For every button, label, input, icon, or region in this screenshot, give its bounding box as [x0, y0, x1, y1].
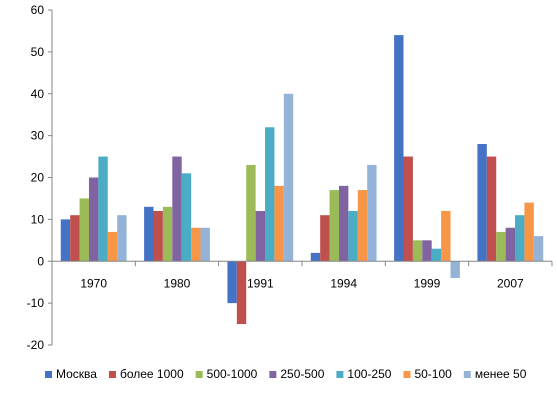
- bar-1980-500-1000: [162, 206, 173, 262]
- legend-swatch: [195, 371, 203, 378]
- x-axis-ticks: 1970 1980 1991 1994 1999 2007: [80, 276, 524, 290]
- x-tick-label: 1991: [247, 276, 274, 290]
- bar-2007-Москва: [477, 144, 487, 262]
- legend-item: более 1000: [108, 367, 184, 381]
- legend-item: Москва: [45, 367, 97, 381]
- x-tick-label: 1999: [414, 276, 441, 290]
- bar-1980-Москва: [144, 206, 154, 262]
- bar-1994-50-100: [357, 190, 368, 262]
- legend-label: менее 50: [475, 367, 527, 381]
- bar-2007-250-500: [505, 227, 516, 262]
- legend-swatch: [269, 371, 277, 378]
- axes: [51, 10, 553, 345]
- bar-1980-более-1000: [153, 211, 163, 262]
- bar-1991-250-500: [255, 211, 266, 262]
- y-tick-label: 10: [31, 212, 45, 226]
- bar-1994-менее-50: [367, 164, 377, 262]
- bar-1980-50-100: [191, 227, 201, 262]
- bar-1980-250-500: [172, 156, 182, 262]
- y-tick-label: 0: [37, 254, 44, 268]
- y-tick-label: 50: [31, 45, 45, 59]
- legend-label: 250-500: [280, 367, 324, 381]
- y-tick-label: 20: [31, 171, 45, 185]
- bar-1999-Москва: [394, 35, 404, 262]
- legend-swatch: [45, 371, 52, 378]
- legend-item: менее 50: [463, 367, 527, 381]
- bar-1980-менее-50: [200, 227, 210, 262]
- legend-item: 100-250: [336, 367, 392, 381]
- legend-label: Москва: [56, 367, 97, 381]
- bar-1991-50-100: [274, 185, 284, 262]
- bar-1970-50-100: [107, 231, 118, 262]
- bar-1999-менее-50: [450, 261, 460, 278]
- x-tick-label: 2007: [497, 276, 524, 290]
- legend: Москва более 1000 500-1000 250-500 100-250 50…: [45, 367, 527, 381]
- legend-label: более 1000: [120, 367, 184, 381]
- legend-swatch: [336, 371, 344, 378]
- bar-2007-100-250: [515, 215, 525, 262]
- y-tick-label: -20: [27, 338, 45, 352]
- legend-label: 100-250: [347, 367, 391, 381]
- bar-1970-250-500: [88, 177, 99, 262]
- y-tick-label: 30: [31, 129, 45, 143]
- x-tick-label: 1994: [330, 276, 357, 290]
- bar-1999-100-250: [431, 248, 442, 262]
- bar-1970-Москва: [60, 219, 71, 262]
- bar-2007-менее-50: [533, 236, 544, 262]
- x-tick-label: 1980: [164, 276, 191, 290]
- bar-1991-менее-50: [283, 93, 294, 262]
- legend-label: 500-1000: [207, 367, 258, 381]
- bar-2007-50-100: [524, 202, 534, 262]
- bar-2007-500-1000: [496, 231, 506, 262]
- legend-swatch: [463, 371, 471, 378]
- bar-2007-более-1000: [486, 156, 497, 262]
- bar-1980-100-250: [181, 173, 192, 262]
- bar-1991-500-1000: [246, 164, 256, 262]
- bar-1999-250-500: [422, 240, 432, 262]
- bar-1994-более-1000: [320, 215, 330, 262]
- bar-1970-500-1000: [79, 198, 89, 262]
- x-tick-label: 1970: [80, 276, 107, 290]
- y-tick-label: -10: [27, 296, 45, 310]
- legend-item: 50-100: [403, 367, 452, 381]
- bar-1999-более-1000: [403, 156, 413, 262]
- bar-1994-500-1000: [329, 190, 339, 262]
- legend-label: 50-100: [414, 367, 452, 381]
- bar-1991-Москва: [227, 261, 237, 304]
- bar-1991-более-1000: [236, 261, 247, 325]
- y-tick-label: 40: [31, 87, 45, 101]
- bar-1994-Москва: [310, 252, 321, 262]
- bar-1999-50-100: [441, 211, 451, 262]
- bar-1970-менее-50: [117, 215, 127, 262]
- legend-swatch: [108, 371, 116, 378]
- y-tick-label: 60: [31, 3, 45, 17]
- legend-item: 250-500: [269, 367, 325, 381]
- bar-1999-500-1000: [412, 240, 423, 262]
- bar-1994-100-250: [348, 211, 358, 262]
- bar-1970-100-250: [98, 156, 108, 262]
- bar-1994-250-500: [338, 185, 349, 262]
- legend-item: 500-1000: [195, 367, 258, 381]
- bar-1991-100-250: [265, 127, 275, 262]
- legend-swatch: [403, 371, 411, 378]
- y-axis-ticks: -20 -10 0 10 20 30 40 50 60: [27, 3, 52, 352]
- bars: [60, 35, 544, 325]
- bar-1970-более-1000: [70, 215, 80, 262]
